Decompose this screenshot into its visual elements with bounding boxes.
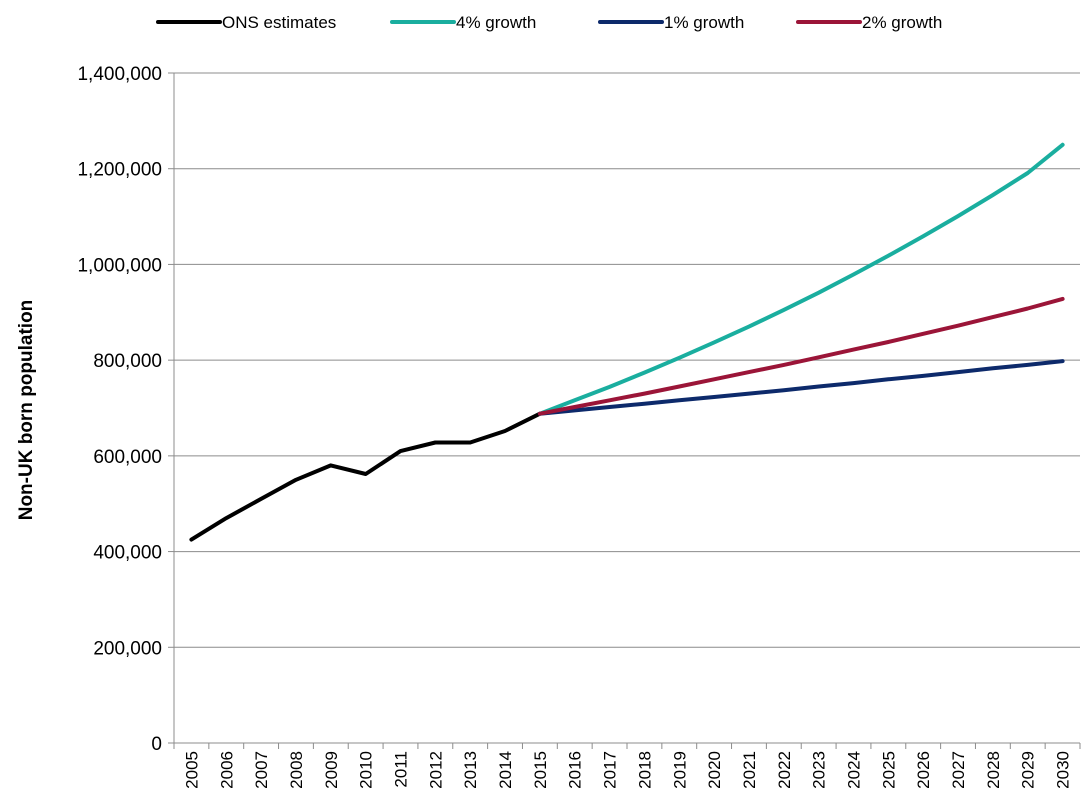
x-tick-label: 2024 bbox=[845, 751, 864, 789]
y-tick-label: 1,400,000 bbox=[77, 64, 162, 85]
x-tick-label: 2007 bbox=[252, 751, 271, 789]
x-tick-label: 2009 bbox=[322, 751, 341, 789]
x-tick-label: 2013 bbox=[461, 751, 480, 789]
y-tick-label: 1,000,000 bbox=[77, 255, 162, 276]
x-tick-label: 2014 bbox=[496, 751, 515, 789]
series-line-1 bbox=[537, 142, 1065, 416]
legend-label: 2% growth bbox=[862, 13, 942, 32]
y-tick-label: 200,000 bbox=[93, 638, 162, 659]
x-tick-label: 2028 bbox=[984, 751, 1003, 789]
series-line-2 bbox=[537, 359, 1065, 416]
legend: ONS estimates 4% growth 1% growth 2% growth bbox=[156, 13, 942, 32]
x-tick-label: 2015 bbox=[531, 751, 550, 789]
x-tick-label: 2025 bbox=[879, 751, 898, 789]
y-tick-label: 800,000 bbox=[93, 351, 162, 372]
legend-label: 1% growth bbox=[664, 13, 744, 32]
x-axis: 2005 2006 2007 2008 2009 2010 2011 2012 2013 2014… bbox=[173, 742, 1081, 789]
x-tick-label: 2027 bbox=[949, 751, 968, 789]
x-tick-label: 2006 bbox=[217, 751, 236, 789]
x-tick-label: 2019 bbox=[670, 751, 689, 789]
x-tick-label: 2021 bbox=[740, 751, 759, 789]
x-tick-label: 2022 bbox=[775, 751, 794, 789]
y-tick-label: 1,200,000 bbox=[77, 160, 162, 181]
x-tick-label: 2011 bbox=[392, 751, 411, 788]
y-tick-label: 0 bbox=[151, 734, 162, 755]
y-tick-label: 400,000 bbox=[93, 543, 162, 564]
x-tick-label: 2017 bbox=[601, 751, 620, 789]
x-tick-label: 2029 bbox=[1019, 751, 1038, 789]
x-tick-label: 2030 bbox=[1054, 751, 1073, 789]
series-lines bbox=[189, 142, 1065, 542]
series-line-0 bbox=[189, 411, 542, 542]
x-tick-label: 2012 bbox=[426, 751, 445, 789]
x-tick-label: 2020 bbox=[705, 751, 724, 789]
x-tick-label: 2018 bbox=[635, 751, 654, 789]
legend-label: 4% growth bbox=[456, 13, 536, 32]
gridlines bbox=[174, 72, 1080, 648]
y-axis-title: Non-UK born population bbox=[16, 300, 37, 521]
series-line-3 bbox=[537, 296, 1065, 416]
x-tick-label: 2016 bbox=[566, 751, 585, 789]
legend-label: ONS estimates bbox=[222, 13, 336, 32]
x-tick-label: 2008 bbox=[287, 751, 306, 789]
y-axis: 0 200,000 400,000 600,000 800,000 1,000,000 1,… bbox=[77, 64, 175, 755]
y-tick-label: 600,000 bbox=[93, 447, 162, 468]
x-tick-label: 2023 bbox=[810, 751, 829, 789]
x-tick-label: 2010 bbox=[357, 751, 376, 789]
x-tick-label: 2026 bbox=[914, 751, 933, 789]
x-tick-label: 2005 bbox=[182, 751, 201, 789]
